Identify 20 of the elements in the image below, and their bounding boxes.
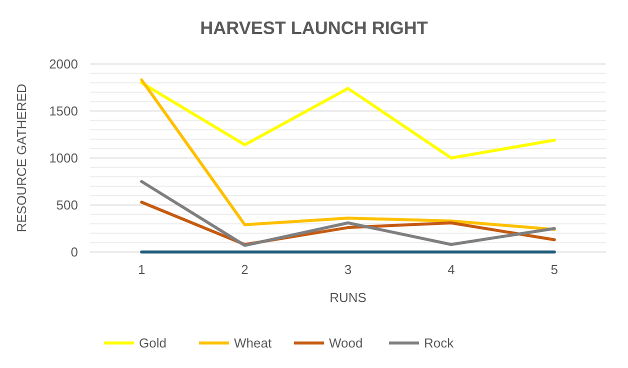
x-tick-label: 3 xyxy=(344,262,352,277)
line-series xyxy=(140,81,556,160)
y-tick-label: 1000 xyxy=(49,150,78,166)
x-axis-title: RUNS xyxy=(330,290,367,305)
x-tick-label: 5 xyxy=(550,262,558,277)
y-tick-label: 0 xyxy=(70,244,78,260)
y-tick-label: 500 xyxy=(56,198,78,213)
chart-title: HARVEST LAUNCH RIGHT xyxy=(200,18,428,38)
legend-label: Rock xyxy=(424,336,454,351)
y-tick-label: 2000 xyxy=(49,56,78,72)
line-series xyxy=(140,78,556,231)
legend-label: Wood xyxy=(329,336,363,351)
y-tick-label: 1500 xyxy=(49,104,78,119)
x-tick-label: 4 xyxy=(448,262,455,277)
y-axis-title: RESOURCE GATHERED xyxy=(14,84,29,232)
line-series xyxy=(140,180,556,247)
x-tick-label: 1 xyxy=(138,262,146,277)
legend-label: Gold xyxy=(139,336,166,351)
legend-label: Wheat xyxy=(234,336,272,351)
x-tick-label: 2 xyxy=(241,262,248,277)
